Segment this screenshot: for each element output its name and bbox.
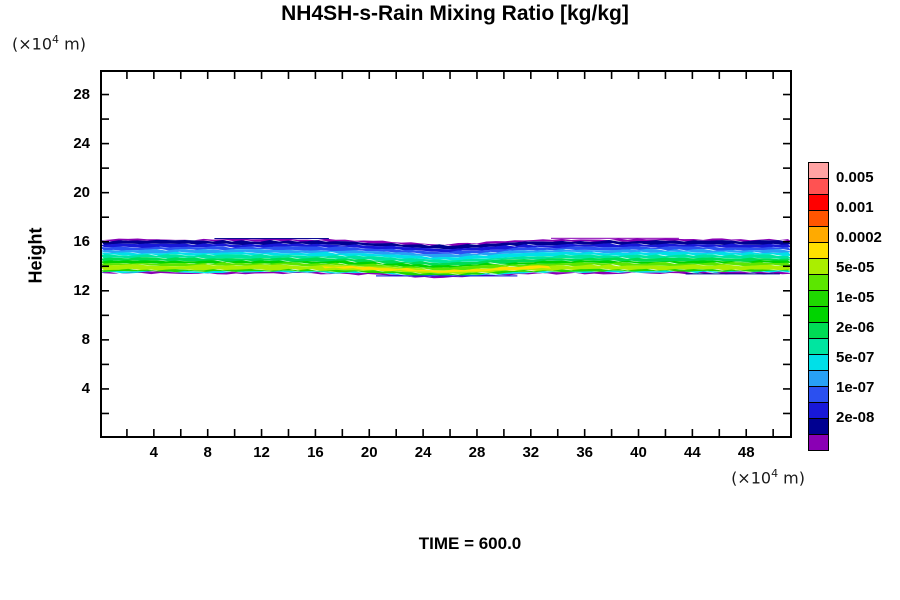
x-tick-label: 12 <box>253 444 270 461</box>
y-tick-label: 8 <box>81 330 90 348</box>
colorbar-cell <box>808 370 829 387</box>
colorbar-cell <box>808 274 829 291</box>
colorbar-cell <box>808 338 829 355</box>
chart-title: NH4SH-s-Rain Mixing Ratio [kg/kg] <box>281 2 629 25</box>
colorbar-cell <box>808 258 829 275</box>
colorbar-label: 2e-06 <box>836 319 875 336</box>
x-tick-label: 44 <box>684 444 701 461</box>
colorbar-label: 1e-05 <box>836 289 875 306</box>
x-tick-label: 20 <box>360 444 378 461</box>
colorbar-cell <box>808 402 829 419</box>
y-tick-label: 28 <box>73 85 90 103</box>
x-unit-pre: (×10 <box>731 468 772 488</box>
y-tick-label: 12 <box>73 281 90 299</box>
colorbar-cell <box>808 434 829 451</box>
colorbar-cell <box>808 210 829 227</box>
x-axis-unit-label: (×104 m) <box>645 467 805 487</box>
y-tick-label: 4 <box>81 379 90 397</box>
y-unit-exponent: 4 <box>52 33 60 46</box>
colorbar-label: 0.005 <box>836 169 874 186</box>
colorbar-cell <box>808 242 829 259</box>
colorbar-cell <box>808 178 829 195</box>
colorbar-cells <box>808 162 829 451</box>
y-tick-label: 20 <box>73 183 90 201</box>
colorbar-cell <box>808 386 829 403</box>
colorbar-cell <box>808 418 829 435</box>
colorbar-label: 2e-08 <box>836 409 875 426</box>
colorbar-cell <box>808 354 829 371</box>
colorbar-label: 0.001 <box>836 199 874 216</box>
x-tick-label: 16 <box>307 444 324 461</box>
colorbar-label: 5e-07 <box>836 349 875 366</box>
y-unit-post: m) <box>59 34 86 54</box>
x-tick-label: 4 <box>149 444 159 461</box>
y-tick-label: 24 <box>73 134 90 152</box>
x-unit-exponent: 4 <box>771 467 779 480</box>
x-tick-label: 24 <box>414 444 432 461</box>
x-tick-label: 28 <box>468 444 486 461</box>
y-axis-title: Height <box>25 227 46 284</box>
colorbar-label: 1e-07 <box>836 379 875 396</box>
x-tick-label: 32 <box>522 444 540 461</box>
colorbar-cell <box>808 226 829 243</box>
x-tick-label: 36 <box>576 444 593 461</box>
y-axis-unit-label: (×104 m) <box>12 33 86 53</box>
colorbar-legend: 0.005 0.001 0.0002 5e-05 1e-05 2e-06 5e-07 1e-0… <box>808 162 882 451</box>
y-unit-pre: (×10 <box>12 34 53 54</box>
y-tick-label: 16 <box>73 232 90 250</box>
colorbar-cell <box>808 194 829 211</box>
x-tick-label: 8 <box>203 444 212 461</box>
time-label: TIME = 600.0 <box>418 534 522 553</box>
x-tick-label: 40 <box>630 444 647 461</box>
colorbar-cell <box>808 322 829 339</box>
x-unit-post: m) <box>778 468 805 488</box>
colorbar-label: 5e-05 <box>836 259 875 276</box>
colorbar-cell <box>808 306 829 323</box>
colorbar-cell <box>808 162 829 179</box>
x-tick-label: 48 <box>737 444 755 461</box>
colorbar-label: 0.0002 <box>836 229 882 246</box>
contour-plot <box>100 70 792 438</box>
colorbar-cell <box>808 290 829 307</box>
